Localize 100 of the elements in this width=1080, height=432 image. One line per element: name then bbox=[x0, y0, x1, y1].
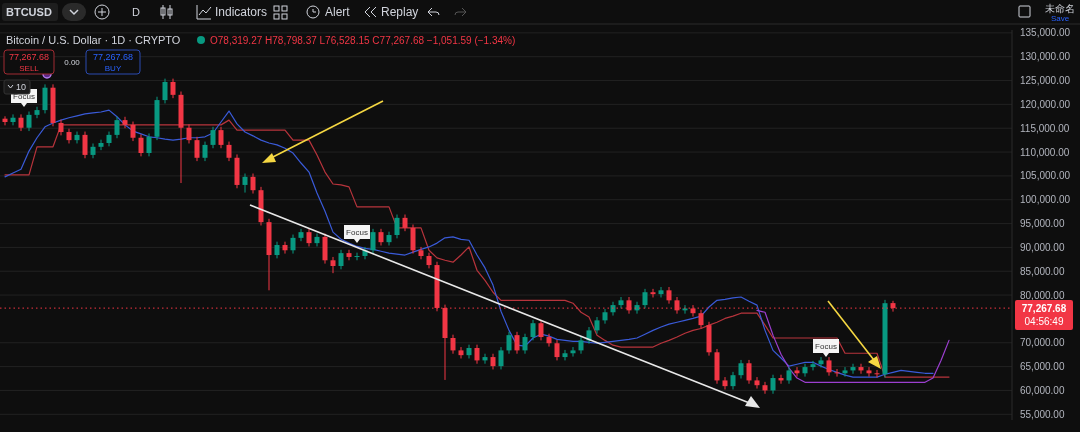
candlestick bbox=[194, 136, 200, 162]
y-tick-label: 130,000.00 bbox=[1020, 51, 1071, 63]
y-tick-label: 80,000.00 bbox=[1020, 289, 1065, 301]
candlestick bbox=[290, 234, 296, 255]
candlestick bbox=[562, 349, 568, 361]
candlestick bbox=[346, 249, 352, 261]
y-tick-label: 90,000.00 bbox=[1020, 241, 1065, 253]
text: Replay bbox=[381, 5, 419, 20]
candlestick bbox=[458, 346, 464, 359]
y-tick-label: 115,000.00 bbox=[1020, 122, 1070, 134]
y-tick-label: 135,000.00 bbox=[1020, 27, 1071, 39]
annotation: Focus bbox=[346, 227, 368, 237]
candlestick bbox=[762, 381, 768, 395]
candlestick bbox=[810, 360, 816, 371]
candlestick bbox=[242, 173, 248, 194]
candlestick bbox=[554, 339, 560, 361]
text: 04:56:49 bbox=[1024, 315, 1064, 327]
candlestick bbox=[138, 133, 144, 157]
y-tick-label: 105,000.00 bbox=[1020, 170, 1071, 182]
y-tick-label: 100,000.00 bbox=[1020, 194, 1071, 206]
candlestick bbox=[754, 376, 760, 390]
candlestick bbox=[202, 141, 208, 162]
candlestick bbox=[498, 346, 504, 370]
candlestick bbox=[746, 359, 752, 385]
candlestick bbox=[570, 346, 576, 358]
candlestick bbox=[826, 356, 832, 377]
candlestick bbox=[794, 366, 800, 378]
candlestick bbox=[98, 139, 104, 151]
candlestick bbox=[650, 288, 656, 298]
candlestick bbox=[546, 333, 552, 348]
candlestick bbox=[834, 368, 840, 378]
candlestick bbox=[330, 256, 336, 274]
y-tick-label: 85,000.00 bbox=[1020, 265, 1065, 277]
candlestick bbox=[314, 233, 320, 247]
candlestick bbox=[386, 231, 392, 246]
candlestick bbox=[114, 116, 120, 139]
annotation: O78,319.27 H78,798.37 L76,528.15 C77,267.68 −1,051.59 (−1.34%) bbox=[210, 34, 516, 46]
annotation: 77,267.68 bbox=[8, 52, 50, 63]
candlestick bbox=[186, 123, 192, 144]
text: Indicators bbox=[215, 5, 268, 20]
candlestick bbox=[250, 173, 256, 195]
candlestick bbox=[298, 228, 304, 242]
candlestick bbox=[394, 214, 400, 239]
annotation: SELL bbox=[19, 63, 40, 73]
candlestick bbox=[818, 356, 824, 369]
line-series bbox=[756, 309, 950, 383]
candlestick bbox=[122, 116, 128, 129]
candlestick bbox=[474, 344, 480, 365]
y-tick-label: 125,000.00 bbox=[1020, 75, 1071, 87]
candlestick bbox=[874, 369, 880, 379]
candlestick bbox=[90, 142, 96, 159]
y-tick-label: 95,000.00 bbox=[1020, 218, 1065, 230]
annotation: 0.00 bbox=[64, 57, 81, 67]
y-tick-label: 120,000.00 bbox=[1020, 98, 1071, 110]
candlestick bbox=[162, 78, 168, 104]
candlestick bbox=[34, 106, 40, 119]
candlestick bbox=[10, 113, 16, 126]
candlestick bbox=[738, 359, 744, 380]
candlestick bbox=[370, 228, 376, 255]
chart-title: Bitcoin / U.S. Dollar · 1D · CRYPTO bbox=[6, 33, 181, 46]
candlestick bbox=[338, 249, 344, 270]
candlestick bbox=[130, 121, 136, 142]
candlestick bbox=[802, 363, 808, 378]
candlestick bbox=[218, 126, 224, 149]
text: D bbox=[132, 5, 140, 18]
candlestick bbox=[618, 296, 624, 309]
candlestick bbox=[170, 78, 176, 99]
annotation: Focus bbox=[13, 91, 35, 101]
candlestick bbox=[82, 131, 88, 159]
text: Alert bbox=[325, 5, 351, 20]
candlestick bbox=[722, 376, 728, 390]
candlestick bbox=[642, 288, 648, 309]
candlestick bbox=[522, 333, 528, 355]
text: 未命名 bbox=[1045, 2, 1075, 14]
candlestick bbox=[506, 331, 512, 355]
candlestick bbox=[514, 331, 520, 355]
candlestick bbox=[538, 319, 544, 341]
annotation: 10 bbox=[16, 82, 27, 93]
candlestick bbox=[146, 132, 152, 157]
candlestick bbox=[410, 224, 416, 255]
annotation: Focus bbox=[815, 341, 837, 351]
y-tick-label: 70,000.00 bbox=[1020, 337, 1065, 349]
candlestick bbox=[354, 252, 360, 261]
y-tick-label: 110,000.00 bbox=[1020, 146, 1070, 158]
candlestick bbox=[42, 83, 48, 114]
candlestick bbox=[210, 126, 216, 149]
candlestick bbox=[418, 246, 424, 260]
candlestick bbox=[74, 131, 80, 144]
candlestick bbox=[698, 309, 704, 329]
text: BTCUSD bbox=[6, 5, 52, 18]
candlestick bbox=[658, 286, 664, 298]
candlestick bbox=[26, 111, 32, 132]
annotation: BUY bbox=[104, 63, 122, 73]
annotation: 77,267.68 bbox=[92, 52, 134, 63]
candlestick bbox=[226, 141, 232, 162]
y-tick-label: 65,000.00 bbox=[1020, 361, 1065, 373]
y-tick-label: 55,000.00 bbox=[1020, 408, 1065, 420]
y-tick-label: 60,000.00 bbox=[1020, 384, 1065, 396]
candlestick bbox=[322, 233, 328, 265]
candlestick bbox=[770, 374, 776, 395]
